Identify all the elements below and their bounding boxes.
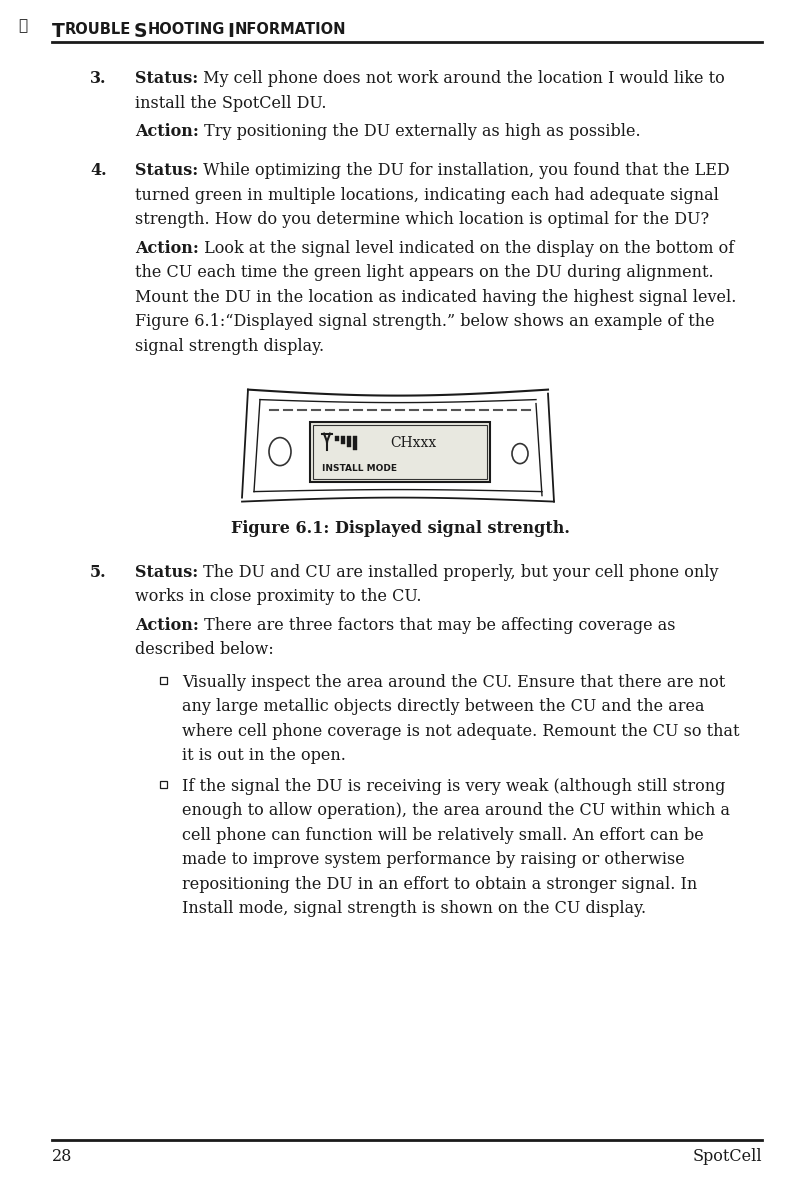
Text: If the signal the DU is receiving is very weak (although still strong: If the signal the DU is receiving is ver… [182,777,725,795]
Text: Mount the DU in the location as indicated having the highest signal level.: Mount the DU in the location as indicate… [135,289,736,306]
Text: Status:: Status: [135,70,198,87]
Text: I: I [227,23,234,41]
Bar [335,436,339,441]
Text: Action:: Action: [135,616,199,634]
Text: T: T [52,23,65,41]
Text: strength. How do you determine which location is optimal for the DU?: strength. How do you determine which loc… [135,211,709,229]
Text: INSTALL MODE: INSTALL MODE [322,463,397,473]
Text: 🌀: 🌀 [18,18,27,33]
Text: Visually inspect the area around the CU. Ensure that there are not: Visually inspect the area around the CU.… [182,674,725,691]
Text: SpotCell: SpotCell [693,1148,762,1165]
Text: The DU and CU are installed properly, but your cell phone only: The DU and CU are installed properly, bu… [198,564,719,581]
Text: My cell phone does not work around the location I would like to: My cell phone does not work around the l… [198,70,725,87]
Text: 4.: 4. [90,162,107,179]
Text: turned green in multiple locations, indicating each had adequate signal: turned green in multiple locations, indi… [135,187,719,204]
Ellipse shape [512,443,528,463]
Text: 3.: 3. [90,70,107,87]
Bar [341,436,345,443]
Text: 5.: 5. [90,564,107,581]
Text: any large metallic objects directly between the CU and the area: any large metallic objects directly betw… [182,698,705,716]
Bar [313,424,487,479]
Text: Figure 6.1: Displayed signal strength.: Figure 6.1: Displayed signal strength. [230,519,570,537]
Bar [160,781,167,788]
Text: Look at the signal level indicated on the display on the bottom of: Look at the signal level indicated on th… [199,239,734,257]
Text: repositioning the DU in an effort to obtain a stronger signal. In: repositioning the DU in an effort to obt… [182,876,697,892]
Text: it is out in the open.: it is out in the open. [182,748,346,764]
Text: described below:: described below: [135,641,274,658]
Text: Status:: Status: [135,162,198,179]
Text: Try positioning the DU externally as high as possible.: Try positioning the DU externally as hig… [199,123,641,140]
Text: Install mode, signal strength is shown on the CU display.: Install mode, signal strength is shown o… [182,901,646,917]
Text: Figure 6.1:“Displayed signal strength.” below shows an example of the: Figure 6.1:“Displayed signal strength.” … [135,313,715,331]
Text: where cell phone coverage is not adequate. Remount the CU so that: where cell phone coverage is not adequat… [182,723,739,739]
Text: works in close proximity to the CU.: works in close proximity to the CU. [135,588,421,606]
Text: enough to allow operation), the area around the CU within which a: enough to allow operation), the area aro… [182,802,730,819]
Text: cell phone can function will be relatively small. An effort can be: cell phone can function will be relative… [182,827,704,844]
Ellipse shape [269,437,291,466]
Text: made to improve system performance by raising or otherwise: made to improve system performance by ra… [182,851,685,869]
Text: the CU each time the green light appears on the DU during alignment.: the CU each time the green light appears… [135,264,713,281]
Text: CHxxx: CHxxx [390,436,436,449]
Bar [160,677,167,684]
Text: S: S [133,23,148,41]
Bar [347,436,351,447]
Bar [353,436,357,449]
Text: ROUBLE: ROUBLE [65,23,131,37]
Text: While optimizing the DU for installation, you found that the LED: While optimizing the DU for installation… [198,162,730,179]
Bar [310,422,490,481]
Text: signal strength display.: signal strength display. [135,338,324,354]
Text: There are three factors that may be affecting coverage as: There are three factors that may be affe… [199,616,675,634]
Text: HOOTING: HOOTING [148,23,225,37]
Text: Action:: Action: [135,239,199,257]
Text: 28: 28 [52,1148,73,1165]
Text: NFORMATION: NFORMATION [234,23,346,37]
Text: install the SpotCell DU.: install the SpotCell DU. [135,95,327,111]
Text: Status:: Status: [135,564,198,581]
Text: Action:: Action: [135,123,199,140]
